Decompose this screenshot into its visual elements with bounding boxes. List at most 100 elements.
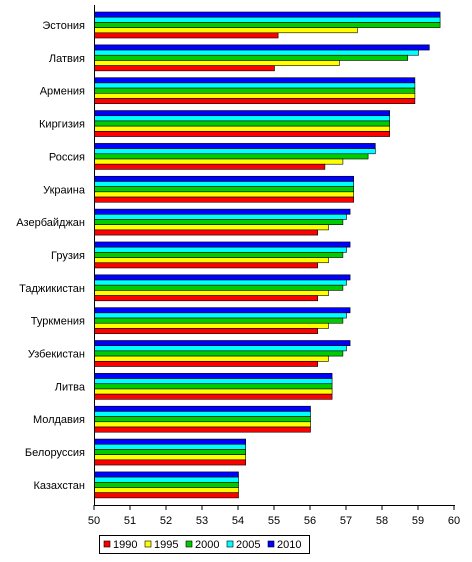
bar-1990-6: [94, 196, 355, 203]
x-tick-label: 51: [124, 515, 136, 527]
bar-2005-14: [94, 443, 246, 450]
bar-1995-4: [94, 125, 391, 132]
bar-2000-13: [94, 416, 311, 423]
bar-2005-13: [94, 411, 311, 417]
bar-1990-3: [94, 98, 416, 104]
category-label: Туркмения: [31, 316, 85, 328]
bar-2005-10: [94, 312, 347, 319]
bar-2010-4: [94, 110, 391, 117]
bar-1990-8: [94, 262, 318, 269]
bar-2005-6: [94, 181, 355, 187]
category-label: Литва: [55, 381, 86, 393]
bar-1990-4: [94, 131, 391, 137]
bar-2010-12: [94, 373, 333, 379]
bar-2005-15: [94, 476, 239, 483]
bar-2000-4: [94, 120, 391, 127]
bar-1990-7: [94, 229, 318, 236]
bar-2005-7: [94, 214, 347, 220]
bar-2000-6: [94, 186, 355, 193]
category-label: Таджикистан: [19, 283, 85, 295]
legend-swatch-2005: [226, 540, 234, 548]
category-label: Казахстан: [33, 480, 85, 492]
category-label: Латвия: [49, 53, 85, 65]
bar-1990-14: [94, 459, 246, 466]
bar-2000-5: [94, 153, 369, 160]
legend-swatch-2010: [267, 540, 275, 548]
bar-1990-15: [94, 492, 239, 499]
bar-2000-12: [94, 383, 333, 390]
bar-2005-4: [94, 115, 391, 122]
bar-2010-2: [94, 44, 430, 51]
category-labels: Эстония Латвия Армения Киргизия Россия Украин…: [16, 20, 86, 492]
bar-2000-8: [94, 252, 344, 258]
x-tick-label: 54: [232, 515, 244, 527]
bar-2010-14: [94, 438, 246, 445]
bar-1990-5: [94, 163, 326, 170]
bar-1995-13: [94, 421, 311, 428]
x-tick-label: 52: [160, 515, 172, 527]
bar-2000-2: [94, 54, 409, 61]
bar-2010-15: [94, 471, 239, 478]
bar-1995-3: [94, 93, 416, 99]
bar-1995-5: [94, 158, 344, 165]
bar-1995-9: [94, 290, 329, 296]
category-label: Украина: [43, 184, 86, 196]
category-label: Узбекистан: [28, 349, 85, 361]
x-tick-label: 60: [448, 515, 460, 527]
legend-label: 2005: [236, 539, 260, 551]
category-label: Эстония: [42, 20, 85, 32]
bar-2005-2: [94, 49, 419, 56]
bar-2000-9: [94, 284, 344, 291]
bar-1990-13: [94, 426, 311, 433]
bar-2005-11: [94, 345, 347, 352]
category-label: Азербайджан: [16, 217, 85, 229]
x-tick-label: 59: [412, 515, 424, 527]
bar-1990-1: [94, 32, 279, 39]
legend-swatch-1990: [103, 540, 111, 548]
bar-1995-12: [94, 388, 333, 395]
category-label: Грузия: [51, 250, 85, 262]
x-tick-label: 50: [88, 515, 100, 527]
bar-1990-9: [94, 295, 318, 302]
x-axis-ticks: 50 51 52 53 54 55 56 57 58 59 60: [88, 505, 460, 527]
legend: 1990 1995 2000 2005 2010: [99, 535, 310, 554]
x-tick-label: 57: [340, 515, 352, 527]
bar-2000-15: [94, 481, 239, 488]
bar-1990-2: [94, 65, 275, 72]
category-label: Россия: [49, 151, 85, 163]
category-label: Молдавия: [33, 414, 85, 426]
bar-2010-11: [94, 340, 351, 346]
bar-2000-1: [94, 22, 441, 28]
bar-2010-10: [94, 307, 351, 314]
bar-1995-10: [94, 322, 329, 329]
legend-swatch-1995: [144, 540, 152, 548]
bar-1990-12: [94, 393, 333, 400]
bar-2000-10: [94, 317, 344, 324]
bars-layer: [94, 11, 441, 499]
bar-2005-5: [94, 148, 376, 155]
bar-2010-3: [94, 77, 416, 84]
x-tick-label: 53: [196, 515, 208, 527]
bar-1995-1: [94, 27, 358, 34]
bar-1990-11: [94, 360, 318, 367]
bar-2010-1: [94, 11, 441, 18]
legend-swatch-2000: [185, 540, 193, 548]
bar-2000-14: [94, 449, 246, 455]
category-label: Киргизия: [39, 119, 85, 131]
bar-2000-7: [94, 219, 344, 225]
bar-1995-15: [94, 487, 239, 493]
bar-2000-3: [94, 87, 416, 94]
legend-label: 1995: [154, 539, 178, 551]
bar-2000-11: [94, 350, 344, 357]
bar-2010-9: [94, 274, 351, 281]
category-label: Армения: [40, 86, 85, 98]
legend-label: 2010: [277, 539, 301, 551]
bar-1995-6: [94, 191, 355, 198]
bar-2005-3: [94, 82, 416, 89]
x-tick-label: 58: [376, 515, 388, 527]
legend-label: 2000: [195, 539, 219, 551]
bar-2010-7: [94, 208, 351, 215]
bar-2010-5: [94, 143, 376, 149]
